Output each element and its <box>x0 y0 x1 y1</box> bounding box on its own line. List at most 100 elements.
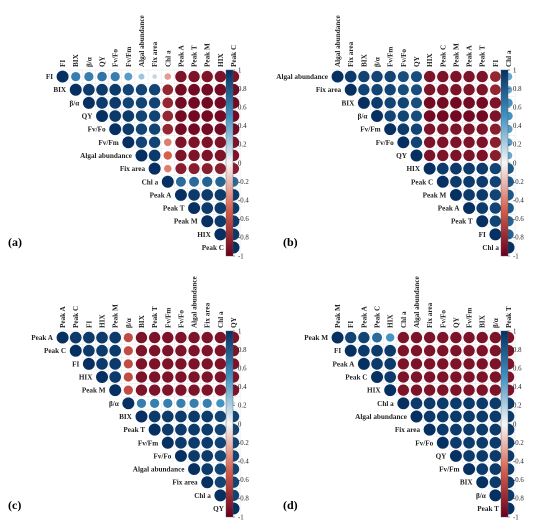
correlation-circle <box>423 136 436 148</box>
correlation-circle <box>397 123 410 135</box>
colorbar-tick-label: -0.2 <box>513 440 524 447</box>
correlation-circle <box>152 74 157 79</box>
correlation-circle <box>410 410 423 423</box>
row-label: HIX <box>406 165 420 173</box>
row-label: Peak A <box>150 191 173 199</box>
correlation-circle <box>450 136 462 148</box>
colorbar-tick-label: -0.6 <box>238 216 249 223</box>
correlation-circle <box>476 149 488 162</box>
colorbar-tick-label: -0.4 <box>513 459 524 466</box>
correlation-circle <box>489 176 502 188</box>
correlation-circle <box>450 70 462 83</box>
correlation-circle <box>450 97 462 109</box>
colorbar-tick-label: -1 <box>238 253 244 260</box>
colorbar-tick-label: -0.2 <box>238 440 249 447</box>
correlation-circle <box>489 110 502 122</box>
row-label: BIX <box>53 86 67 94</box>
correlation-circle <box>201 110 214 122</box>
correlation-circle <box>489 202 502 214</box>
correlation-circle <box>214 450 227 462</box>
colorbar-tick-label: 1 <box>238 328 241 335</box>
row-label: FI <box>479 231 486 239</box>
correlation-circle <box>109 331 121 344</box>
correlation-circle <box>489 463 502 475</box>
correlation-circle <box>463 84 475 96</box>
column-label: Peak C <box>439 45 447 67</box>
correlation-circle <box>489 345 502 357</box>
correlation-circle <box>214 423 227 436</box>
correlation-circle <box>109 371 121 383</box>
correlation-circle <box>135 123 148 135</box>
correlation-circle <box>371 344 383 357</box>
colorbar-tick-label: 0.4 <box>238 384 247 391</box>
correlation-circle <box>423 371 436 383</box>
correlation-circle <box>201 384 213 396</box>
correlation-circle <box>188 463 201 476</box>
row-label: Peak A <box>333 360 356 368</box>
correlation-circle <box>175 371 187 383</box>
correlation-circle <box>450 331 462 344</box>
column-label: Peak M <box>334 304 342 328</box>
correlation-circle <box>476 123 488 135</box>
row-label: Fix area <box>316 86 342 94</box>
correlation-circle <box>463 397 475 410</box>
correlation-circle <box>423 97 436 109</box>
correlation-circle <box>161 436 174 449</box>
correlation-circle <box>96 358 108 370</box>
correlation-circle <box>82 96 95 109</box>
correlation-circle <box>135 345 148 357</box>
correlation-circle <box>123 359 133 369</box>
row-label: QY <box>213 505 225 513</box>
correlation-circle <box>123 385 133 395</box>
column-label: QY <box>452 316 460 328</box>
row-label: HIX <box>367 387 381 395</box>
correlation-circle <box>463 70 475 83</box>
correlation-circle <box>175 410 187 423</box>
row-label: QY <box>396 152 408 160</box>
correlation-circle <box>436 436 449 449</box>
column-label: Fv/Fm <box>466 308 474 328</box>
panel-label: (a) <box>8 235 22 249</box>
colorbar-tick-label: -1 <box>513 253 519 260</box>
correlation-circle <box>489 423 502 436</box>
column-label: Peak A <box>59 305 67 328</box>
row-label: Fix area <box>395 426 421 434</box>
correlation-circle <box>476 189 489 201</box>
correlation-circle <box>371 84 383 96</box>
correlation-circle <box>489 397 502 410</box>
correlation-circle <box>189 398 199 408</box>
correlation-circle <box>489 410 502 423</box>
colorbar-tick-label: 0.2 <box>513 403 522 410</box>
correlation-circle <box>476 136 488 148</box>
correlation-circle <box>384 110 396 122</box>
colorbar-tick-label: 0 <box>513 421 517 428</box>
correlation-circle <box>175 123 187 135</box>
correlation-circle <box>109 83 121 96</box>
correlation-circle <box>397 84 409 96</box>
colorbar-tick-label: 0.4 <box>238 123 247 130</box>
correlation-circle <box>450 84 462 96</box>
correlation-circle <box>463 358 475 370</box>
correlation-circle <box>136 398 147 408</box>
column-label: FI <box>85 321 93 328</box>
correlation-circle <box>82 357 95 370</box>
colorbar-tick-label: 1 <box>513 67 516 74</box>
correlation-circle <box>489 358 502 370</box>
correlation-circle <box>476 436 489 449</box>
column-label: FI <box>347 321 355 328</box>
correlation-circle <box>489 476 502 489</box>
correlation-circle <box>188 331 200 344</box>
correlation-circle <box>135 136 148 148</box>
correlation-circle <box>463 136 475 148</box>
correlation-circle <box>148 123 161 135</box>
panel-label: (c) <box>8 498 21 512</box>
correlation-circle <box>110 71 120 82</box>
colorbar-tick-label: 0.6 <box>238 366 247 373</box>
row-label: Chl a <box>377 400 394 408</box>
correlation-circle <box>437 70 449 83</box>
correlation-circle <box>174 188 187 201</box>
correlation-circle <box>109 123 122 136</box>
correlation-circle <box>463 331 475 344</box>
column-label: Algal abundance <box>191 276 199 328</box>
column-label: Chl a <box>164 50 172 67</box>
